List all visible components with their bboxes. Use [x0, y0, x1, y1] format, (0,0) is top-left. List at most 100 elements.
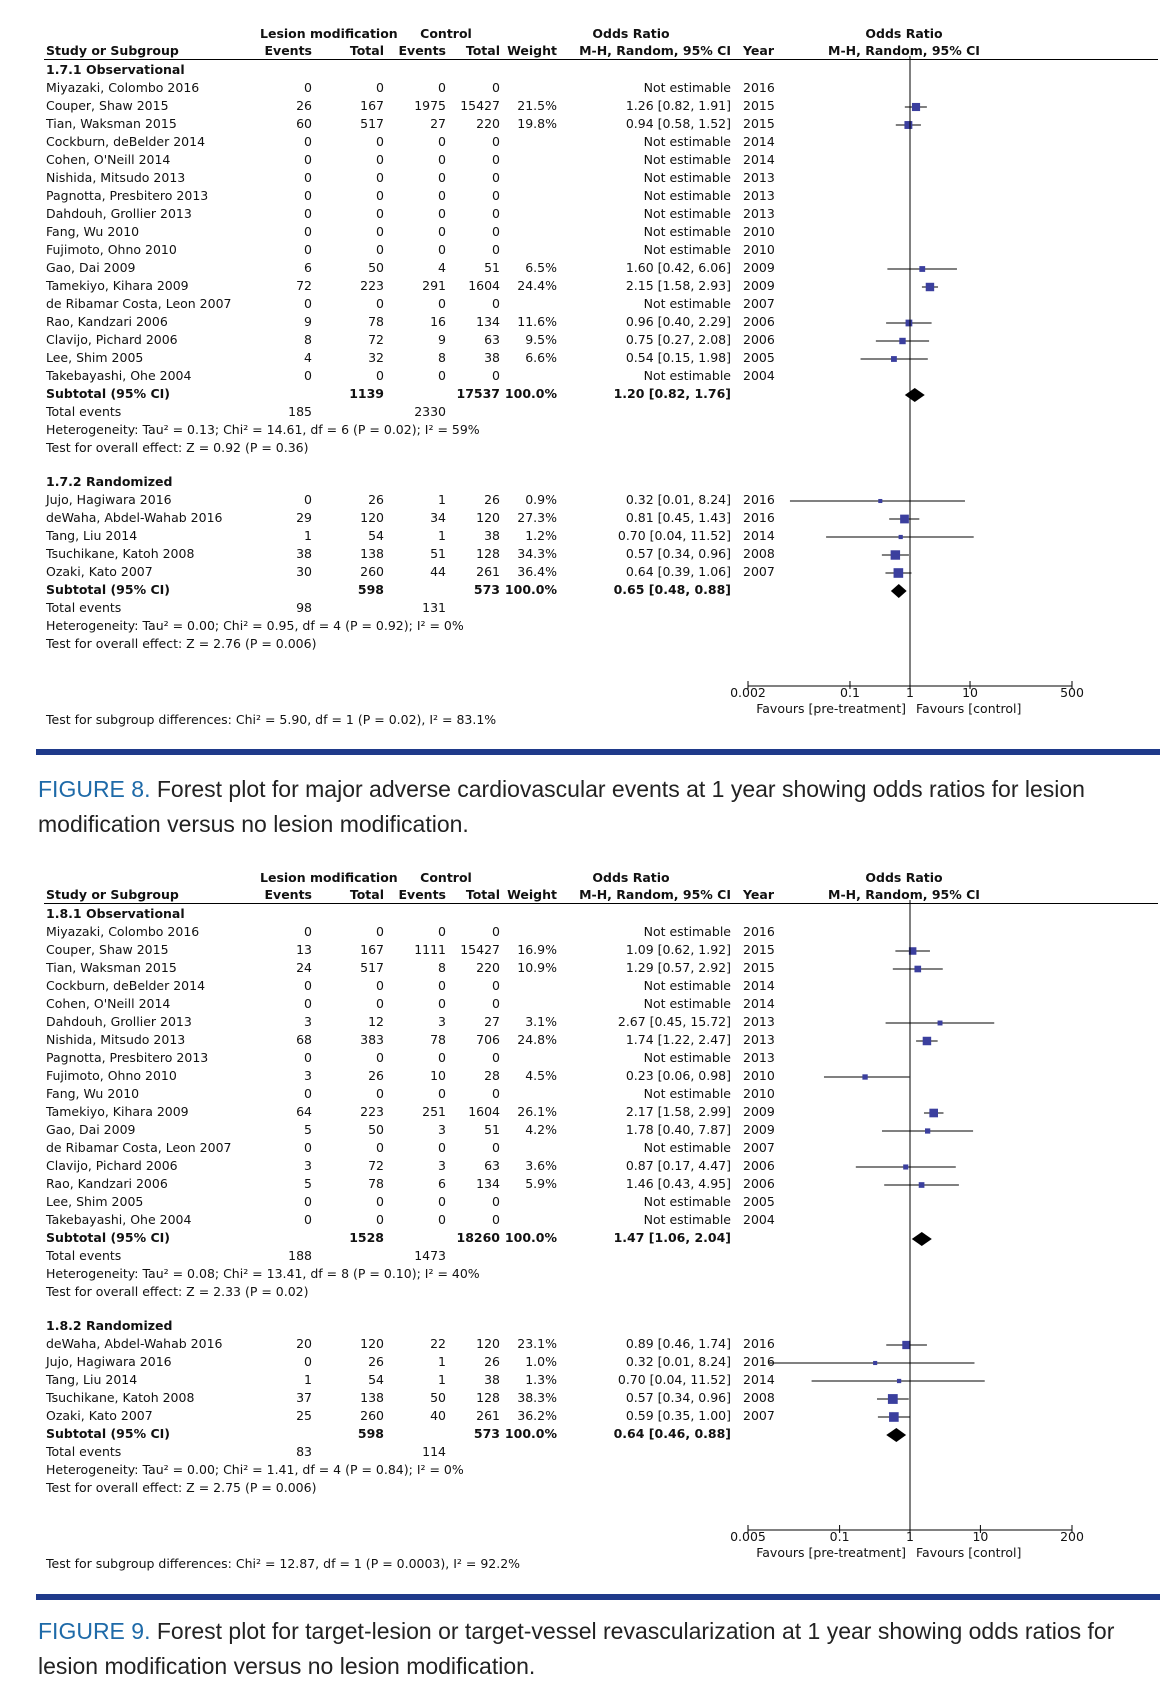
study-year: 2016 — [743, 924, 775, 939]
total-control: 0 — [492, 1212, 500, 1227]
study-name: Tsuchikane, Katoh 2008 — [46, 546, 195, 561]
total-lesion: 167 — [360, 942, 384, 957]
total-control: 134 — [476, 314, 500, 329]
overall-effect-test: Test for overall effect: Z = 2.33 (P = 0… — [46, 1284, 309, 1299]
x-tick-label: 0.002 — [730, 685, 766, 700]
total-control: 38 — [484, 528, 500, 543]
total-events-label: Total events — [46, 1444, 122, 1459]
subtotal-total-lesion: 1528 — [349, 1230, 384, 1245]
total-control: 63 — [484, 332, 500, 347]
total-control: 27 — [484, 1014, 500, 1029]
events-control: 8 — [438, 350, 446, 365]
header-events-2: Events — [398, 887, 446, 902]
total-lesion: 0 — [376, 978, 384, 993]
events-control: 16 — [430, 314, 446, 329]
study-year: 2010 — [743, 1086, 775, 1101]
odds-ratio-ci: Not estimable — [643, 996, 731, 1011]
total-control: 0 — [492, 188, 500, 203]
study-marker — [911, 102, 921, 112]
subgroup-title: 1.7.1 Observational — [46, 62, 185, 77]
odds-ratio-ci: Not estimable — [643, 188, 731, 203]
study-marker — [889, 1412, 899, 1422]
events-control: 0 — [438, 1140, 446, 1155]
figure-9-caption-text: Forest plot for target-lesion or target-… — [38, 1618, 1115, 1679]
events-control: 22 — [430, 1336, 446, 1351]
events-control: 0 — [438, 134, 446, 149]
events-control: 44 — [430, 564, 446, 579]
x-tick-label: 10 — [962, 685, 978, 700]
study-name: Lee, Shim 2005 — [46, 350, 144, 365]
total-lesion: 0 — [376, 1050, 384, 1065]
events-lesion: 0 — [304, 996, 312, 1011]
total-control: 0 — [492, 924, 500, 939]
odds-ratio-ci: 1.29 [0.57, 2.92] — [625, 960, 731, 975]
study-name: Lee, Shim 2005 — [46, 1194, 144, 1209]
header-odds-ratio: Odds Ratio — [592, 870, 670, 885]
subtotal-total-control: 573 — [473, 582, 500, 597]
study-marker — [925, 282, 935, 292]
favours-pre-treatment-label: Favours [pre-treatment] — [756, 701, 906, 716]
x-tick-label: 10 — [972, 1529, 989, 1544]
events-lesion: 4 — [304, 350, 312, 365]
total-lesion: 0 — [376, 242, 384, 257]
study-marker — [900, 514, 909, 524]
events-control: 0 — [438, 224, 446, 239]
odds-ratio-ci: 2.15 [1.58, 2.93] — [625, 278, 731, 293]
study-year: 2014 — [743, 152, 775, 167]
study-name: Clavijo, Pichard 2006 — [46, 332, 178, 347]
subtotal-ci: 1.47 [1.06, 2.04] — [613, 1230, 731, 1245]
total-lesion: 72 — [368, 332, 384, 347]
total-lesion: 12 — [368, 1014, 384, 1029]
odds-ratio-ci: Not estimable — [643, 1194, 731, 1209]
study-marker — [937, 1020, 943, 1026]
total-control: 0 — [492, 978, 500, 993]
study-name: Tian, Waksman 2015 — [46, 116, 177, 131]
overall-effect-test: Test for overall effect: Z = 2.75 (P = 0… — [46, 1480, 317, 1495]
study-year: 2016 — [743, 1336, 775, 1351]
study-year: 2014 — [743, 978, 775, 993]
study-marker — [898, 534, 903, 540]
odds-ratio-ci: 1.09 [0.62, 1.92] — [625, 942, 731, 957]
study-marker — [902, 1340, 911, 1350]
events-lesion: 60 — [296, 116, 312, 131]
total-lesion: 54 — [368, 1372, 384, 1387]
study-year: 2014 — [743, 1372, 775, 1387]
total-control: 220 — [476, 116, 500, 131]
subtotal-weight: 100.0% — [504, 582, 557, 597]
events-control: 4 — [438, 260, 446, 275]
total-events-control: 131 — [422, 600, 446, 615]
study-year: 2005 — [743, 1194, 775, 1209]
total-control: 51 — [484, 260, 500, 275]
events-lesion: 0 — [304, 1212, 312, 1227]
total-lesion: 120 — [360, 510, 384, 525]
events-lesion: 5 — [304, 1176, 312, 1191]
header-weight: Weight — [507, 43, 557, 58]
header-odds-ratio: Odds Ratio — [592, 26, 670, 41]
subgroup-title: 1.8.1 Observational — [46, 906, 185, 921]
odds-ratio-ci: 0.81 [0.45, 1.43] — [625, 510, 731, 525]
total-control: 1604 — [468, 278, 500, 293]
total-control: 0 — [492, 152, 500, 167]
events-control: 0 — [438, 1212, 446, 1227]
weight-value: 3.6% — [525, 1158, 557, 1173]
subtotal-total-control: 17537 — [456, 386, 501, 401]
events-control: 1 — [438, 1372, 446, 1387]
events-control: 6 — [438, 1176, 446, 1191]
events-lesion: 1 — [304, 1372, 312, 1387]
weight-value: 23.1% — [517, 1336, 557, 1351]
total-control: 261 — [476, 1408, 500, 1423]
total-lesion: 50 — [368, 1122, 384, 1137]
events-lesion: 0 — [304, 978, 312, 993]
total-control: 0 — [492, 170, 500, 185]
study-year: 2016 — [743, 510, 775, 525]
study-year: 2006 — [743, 314, 775, 329]
figure-9-caption: FIGURE 9. Forest plot for target-lesion … — [38, 1614, 1160, 1684]
total-lesion: 0 — [376, 1140, 384, 1155]
events-lesion: 3 — [304, 1158, 312, 1173]
study-name: Jujo, Hagiwara 2016 — [46, 1354, 172, 1369]
total-events-label: Total events — [46, 404, 122, 419]
weight-value: 0.9% — [525, 492, 557, 507]
subtotal-total-lesion: 598 — [357, 582, 384, 597]
events-lesion: 37 — [296, 1390, 312, 1405]
study-year: 2016 — [743, 492, 775, 507]
